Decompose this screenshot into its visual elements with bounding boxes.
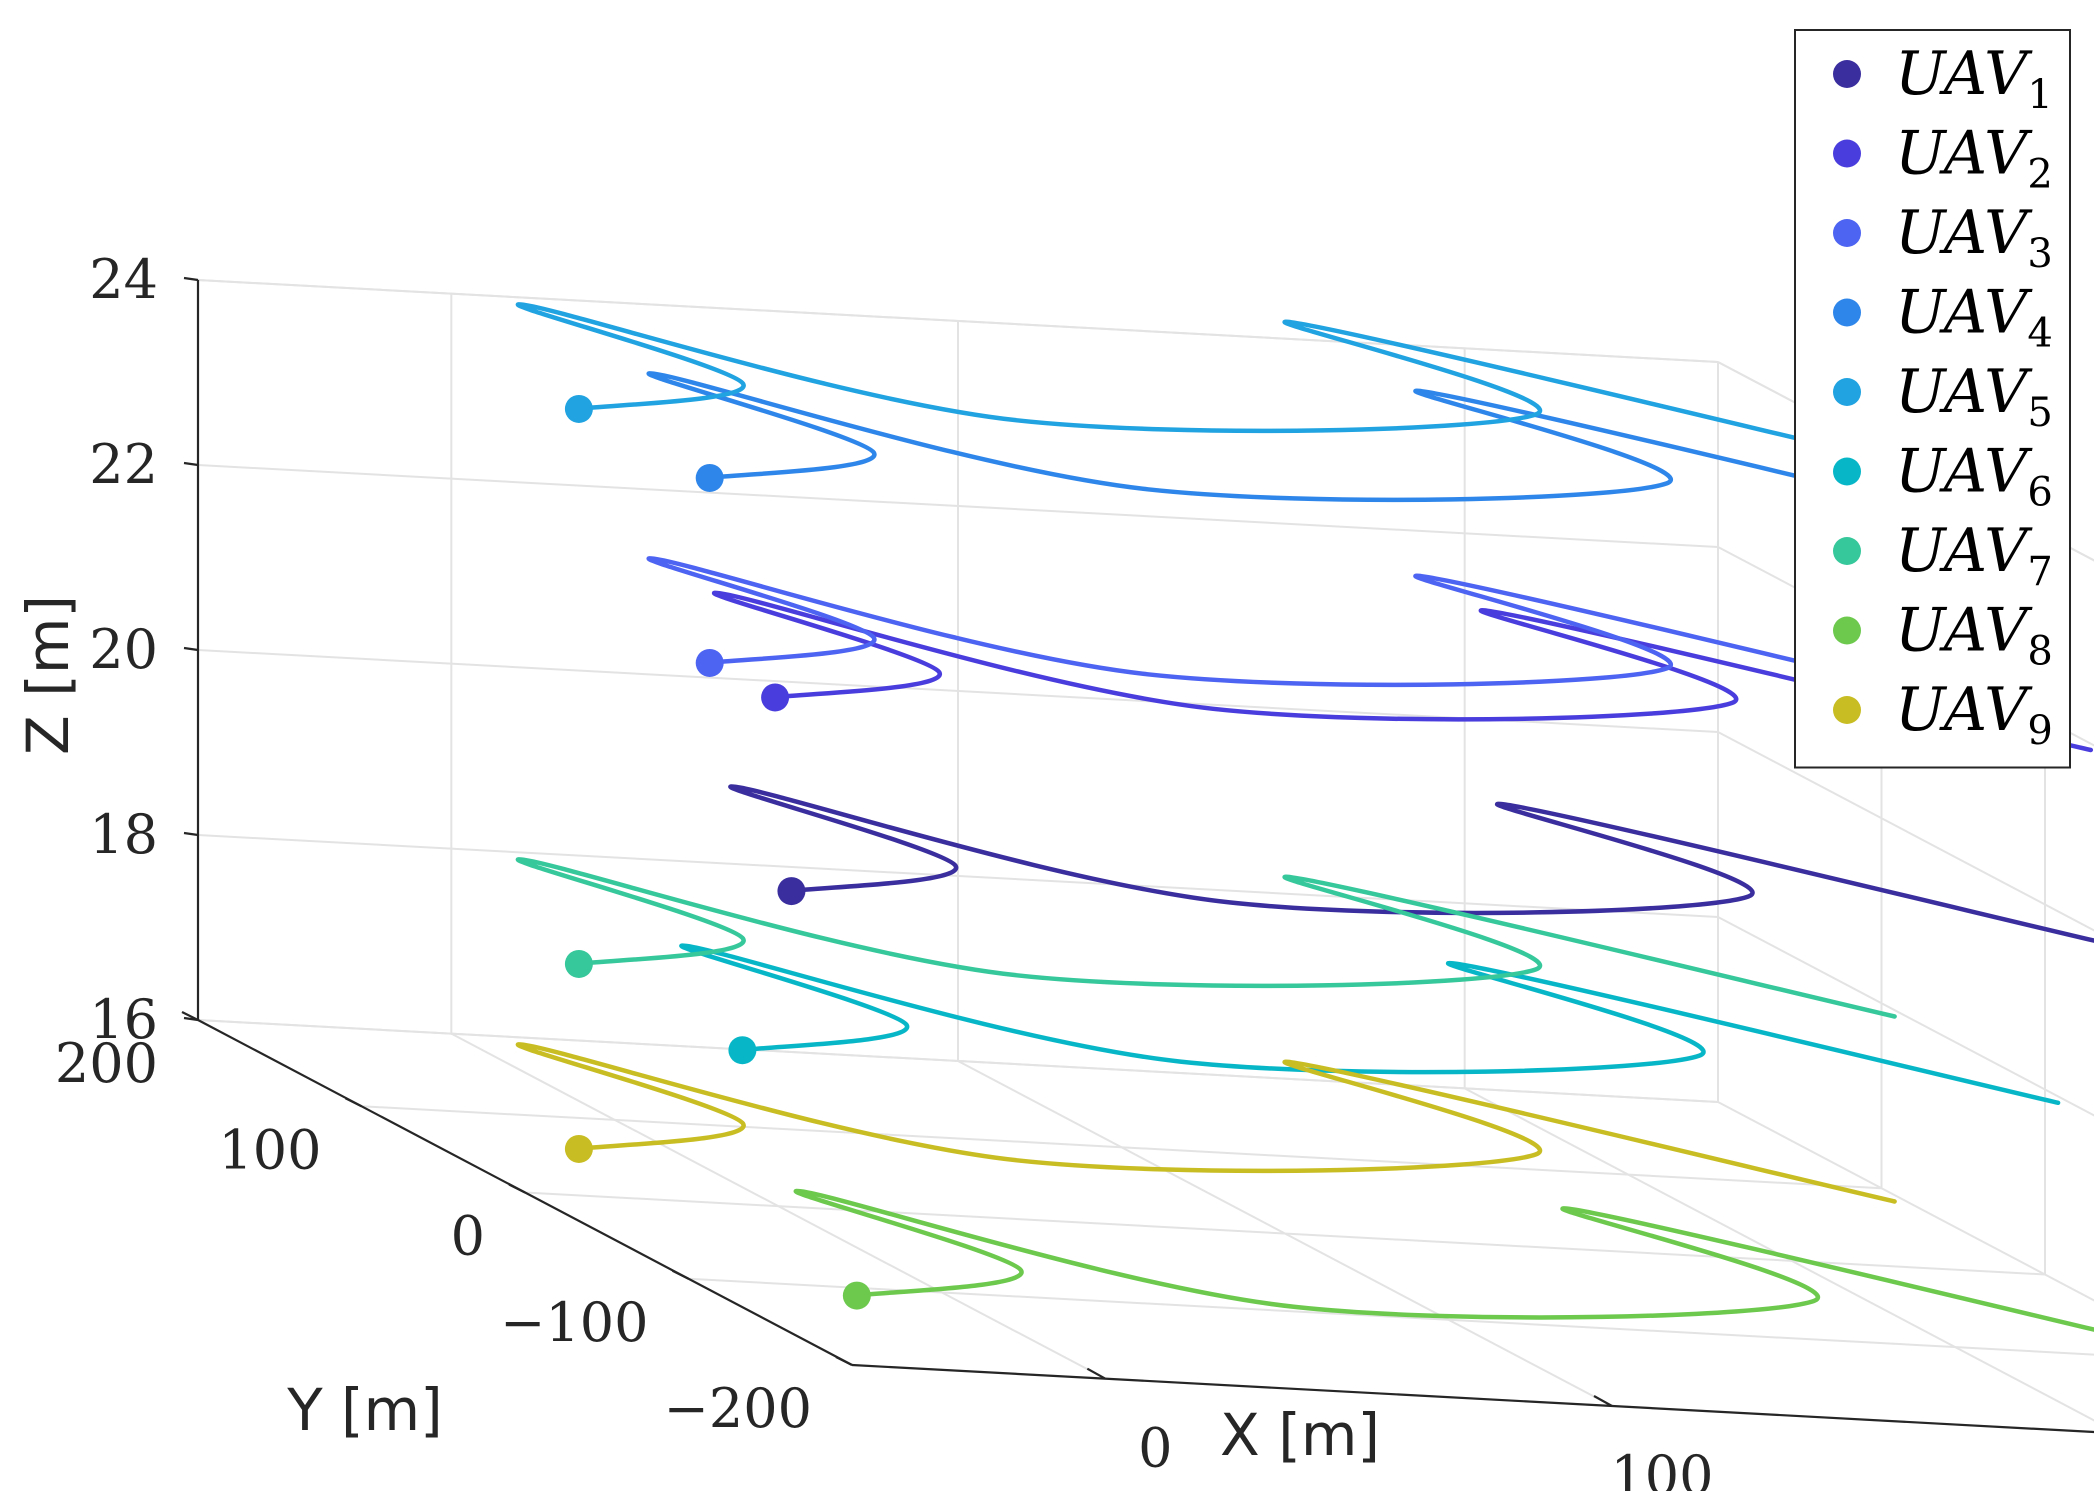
grid-line: [1717, 731, 2094, 932]
x-tick-label: 100: [1610, 1444, 1713, 1491]
z-tick: [183, 461, 199, 467]
y-tick-label: 100: [218, 1118, 321, 1181]
legend-marker: [1833, 457, 1861, 486]
grid-line: [851, 1364, 2094, 1434]
trajectory-uav-7: [516, 857, 1897, 1019]
y-tick-label: −100: [500, 1291, 648, 1354]
z-tick-label: 24: [89, 248, 158, 311]
y-tick: [181, 1011, 199, 1021]
trajectory-uav-2: [712, 590, 2094, 753]
legend-label: UAV1: [1895, 39, 2053, 118]
y-tick: [835, 1356, 853, 1366]
trajectory-uav-8: [793, 1188, 2094, 1332]
y-axis-label: Y [m]: [286, 1376, 443, 1444]
legend-marker: [1833, 60, 1861, 88]
y-tick: [508, 1183, 526, 1194]
legend-marker: [1833, 696, 1861, 724]
legend-marker: [1833, 219, 1861, 247]
grid-line: [1717, 1101, 2094, 1302]
legend-marker: [1833, 298, 1861, 327]
start-marker-uav-2: [761, 683, 790, 712]
legend-label: UAV8: [1895, 596, 2053, 675]
start-marker-uav-9: [564, 1134, 593, 1163]
series-layer: [516, 302, 2094, 1332]
legend-label: UAV4: [1895, 278, 2053, 357]
legend-marker: [1833, 616, 1861, 645]
y-tick: [345, 1097, 362, 1108]
z-tick: [183, 831, 199, 837]
axes: [181, 276, 2094, 1434]
z-tick-label: 18: [89, 803, 158, 866]
y-tick-label: 200: [55, 1032, 158, 1095]
grid-line: [524, 1191, 2046, 1276]
legend-label: UAV5: [1895, 357, 2053, 436]
trajectory-uav-9: [516, 1042, 1897, 1204]
z-tick-label: 16: [89, 988, 158, 1051]
legend-label: UAV9: [1895, 675, 2053, 754]
start-marker-uav-4: [695, 463, 724, 492]
legend-label: UAV3: [1895, 198, 2053, 277]
legend-label: UAV6: [1895, 437, 2053, 516]
z-tick: [183, 276, 199, 282]
legend-label: UAV2: [1895, 119, 2053, 198]
grid-line: [1717, 916, 2094, 1117]
grid-line: [197, 1019, 1719, 1103]
z-tick-label: 20: [89, 618, 158, 681]
start-marker-uav-5: [564, 394, 593, 423]
start-marker-uav-7: [564, 949, 593, 978]
start-marker-uav-3: [695, 648, 724, 677]
start-marker-uav-6: [728, 1036, 757, 1065]
box-edge: [197, 279, 1719, 363]
x-tick: [1593, 1395, 1613, 1407]
grid-line: [361, 1105, 1882, 1190]
z-tick-label: 22: [89, 433, 158, 496]
y-tick-label: −200: [664, 1377, 812, 1440]
x-axis-line: [851, 1363, 2094, 1434]
trajectory-uav-1: [728, 784, 2094, 943]
trajectory-uav-4: [646, 371, 2028, 533]
grid-line: [688, 1277, 2094, 1356]
legend-label: UAV7: [1895, 516, 2053, 595]
x-tick: [1086, 1367, 1106, 1380]
x-axis-label: X [m]: [1220, 1401, 1380, 1469]
z-tick: [183, 646, 199, 652]
grid-line: [197, 464, 1719, 548]
trajectory-uav-3: [646, 556, 2028, 718]
legend-marker: [1833, 537, 1861, 565]
grid-line: [197, 834, 1719, 918]
legend-marker: [1833, 139, 1861, 168]
start-marker-uav-8: [842, 1281, 871, 1310]
legend-marker: [1833, 378, 1861, 406]
y-tick: [672, 1269, 689, 1280]
z-axis-label: Z [m]: [14, 595, 82, 755]
x-tick-label: 0: [1138, 1417, 1172, 1480]
trajectory-uav-5: [516, 302, 1897, 464]
start-marker-uav-1: [777, 877, 806, 906]
y-tick-label: 0: [451, 1205, 485, 1268]
